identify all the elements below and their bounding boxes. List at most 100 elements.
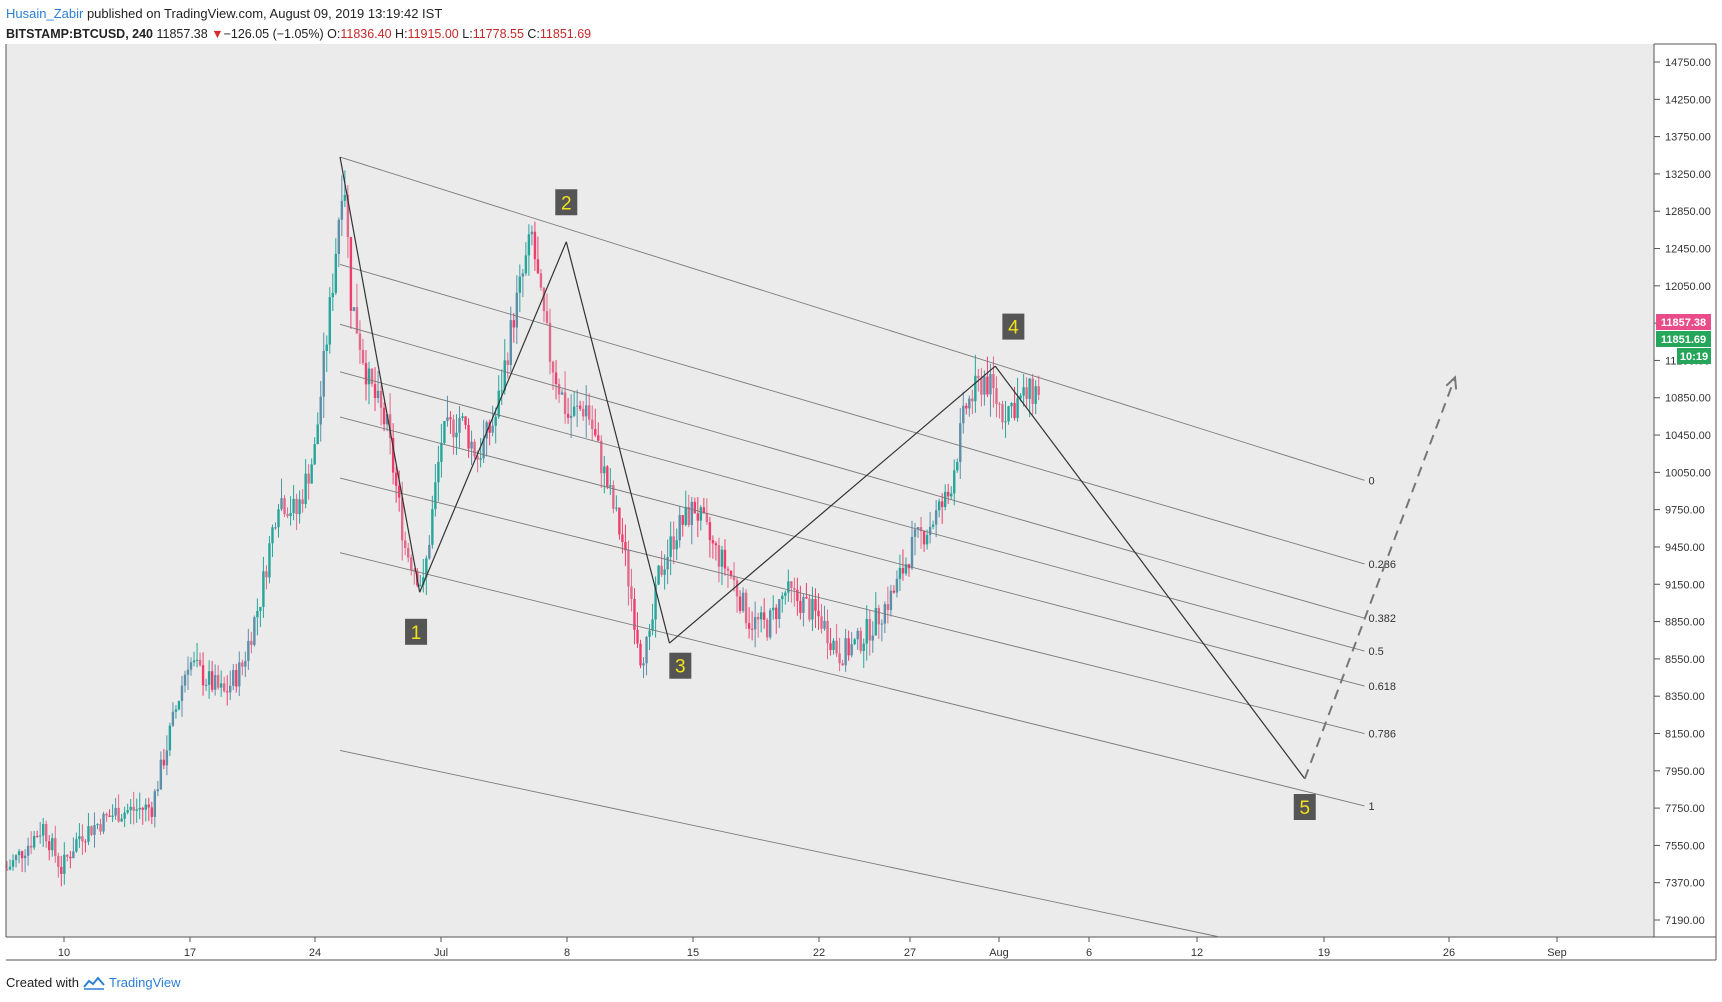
candle-body xyxy=(1001,404,1004,423)
candle-body xyxy=(868,618,871,641)
candle-body xyxy=(1007,406,1010,422)
candle-body xyxy=(364,362,368,385)
channel-level-label: 0.786 xyxy=(1369,729,1397,741)
candle-body xyxy=(657,565,660,585)
created-with-text: Created with xyxy=(6,975,79,990)
candle-body xyxy=(530,231,534,235)
candle-body xyxy=(349,237,353,311)
tradingview-logo-icon[interactable] xyxy=(83,975,105,990)
wave-segment xyxy=(419,241,567,593)
candle-body xyxy=(648,630,651,637)
channel-level-label: 0.236 xyxy=(1369,559,1397,571)
candle-body xyxy=(23,855,27,859)
candle-body xyxy=(542,287,546,312)
candle-body xyxy=(244,661,247,667)
projection-arrowhead-icon xyxy=(1445,375,1458,390)
candle-body xyxy=(14,855,18,861)
candle-body xyxy=(980,378,983,395)
candle-body xyxy=(268,543,271,578)
last-price: 11857.38 xyxy=(156,27,208,41)
time-tick-label: 22 xyxy=(813,947,825,959)
candle-body xyxy=(207,671,211,685)
time-tick-label: 6 xyxy=(1086,947,1092,959)
candle-body xyxy=(666,556,669,570)
candle-body xyxy=(675,540,678,550)
candle-body xyxy=(289,512,292,517)
candle-body xyxy=(90,826,93,835)
candle-body xyxy=(928,526,932,536)
candle-body xyxy=(162,759,166,766)
candle-body xyxy=(612,485,615,509)
candle-body xyxy=(382,407,386,425)
candle-body xyxy=(977,375,980,379)
candle-body xyxy=(503,360,506,391)
candle-body xyxy=(385,414,389,425)
candle-body xyxy=(298,499,301,515)
candle-body xyxy=(618,507,621,535)
candle-body xyxy=(373,384,377,399)
candle-body xyxy=(42,823,45,836)
candle-body xyxy=(437,461,440,483)
candle-body xyxy=(26,845,30,856)
candle-body xyxy=(545,311,549,323)
tradingview-brand-link[interactable]: TradingView xyxy=(108,975,181,990)
plot-area[interactable] xyxy=(6,44,1654,937)
candle-body xyxy=(265,571,268,578)
price-axis[interactable]: 14750.00 14250.00 13750.00 13250.00 12850.00… xyxy=(1654,57,1711,927)
publish-line: Husain_Zabir published on TradingView.co… xyxy=(6,4,591,24)
candle-body xyxy=(693,501,696,514)
candle-body xyxy=(153,791,157,817)
candle-body xyxy=(1037,386,1040,395)
wave-segment xyxy=(565,241,671,644)
candle-body xyxy=(476,456,479,460)
open-value: 11836.40 xyxy=(340,27,392,41)
candle-body xyxy=(781,595,784,600)
time-axis[interactable]: 10 17 24 Jul 8 15 22 27 Aug 6 12 19 26 Sep xyxy=(58,937,1567,959)
symbol-name[interactable]: BITSTAMP:BTCUSD, 240 xyxy=(6,27,154,41)
candle-body xyxy=(805,596,808,599)
candle-body xyxy=(256,611,259,618)
candle-body xyxy=(331,292,334,298)
candle-body xyxy=(319,396,322,425)
candle-body xyxy=(925,535,929,545)
candle-body xyxy=(226,691,229,693)
candle-body xyxy=(753,616,757,630)
price-tick-label: 8550.00 xyxy=(1665,654,1705,666)
candle-body xyxy=(636,629,639,644)
candle-body xyxy=(708,522,712,541)
candle-body xyxy=(1034,386,1037,404)
candle-body xyxy=(358,333,362,350)
candle-body xyxy=(87,826,90,842)
author-link[interactable]: Husain_Zabir xyxy=(6,6,84,21)
candle-body xyxy=(29,845,33,848)
candle-body xyxy=(603,466,606,474)
candle-body xyxy=(111,815,114,817)
candle-body xyxy=(959,423,962,462)
candle-body xyxy=(968,398,971,409)
candle-body xyxy=(8,866,12,870)
candle-body xyxy=(621,534,624,542)
candle-body xyxy=(340,200,344,220)
candle-body xyxy=(60,866,63,874)
candle-body xyxy=(769,610,772,638)
candle-body xyxy=(702,507,706,514)
price-tag-box xyxy=(1656,314,1711,330)
channel-level-label: 0 xyxy=(1369,475,1375,487)
candle-body xyxy=(485,422,488,439)
price-tick-label: 10850.00 xyxy=(1665,393,1711,405)
candle-body xyxy=(838,653,841,664)
wave-label-box xyxy=(1293,794,1316,821)
price-tag-box xyxy=(1656,331,1711,347)
candle-body xyxy=(449,417,452,420)
candle-body xyxy=(48,841,51,851)
price-tick-label: 14250.00 xyxy=(1665,94,1711,106)
time-tick-label: 27 xyxy=(904,947,916,959)
candle-body xyxy=(720,549,724,567)
candle-body xyxy=(78,836,81,840)
candle-body xyxy=(370,368,374,385)
candle-body xyxy=(180,685,184,701)
candle-body xyxy=(352,307,356,311)
candle-body xyxy=(796,589,799,601)
candle-body xyxy=(759,612,763,620)
